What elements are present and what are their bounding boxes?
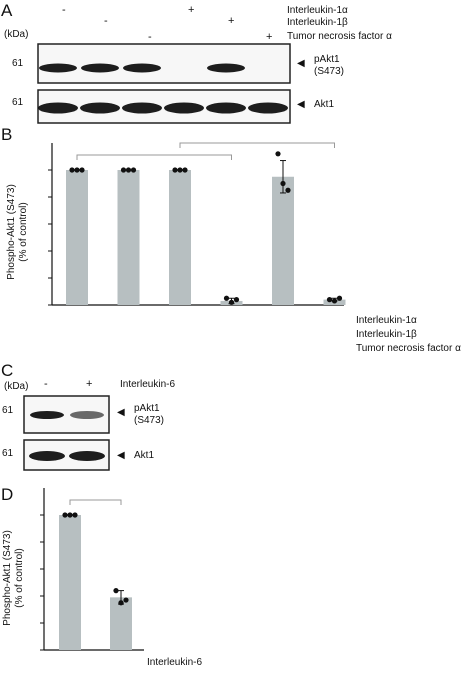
blot-band — [30, 411, 64, 419]
data-point — [280, 180, 286, 187]
data-point — [182, 167, 188, 173]
data-point — [331, 298, 338, 304]
panel-c-sign: - — [44, 378, 48, 390]
panel-a-kda-label: (kDa) — [4, 29, 28, 40]
data-point — [79, 167, 85, 173]
panel-b-ylabel-line: Phospho-Akt1 (S473) — [6, 184, 17, 280]
panel-a-blot-label: Akt1 — [314, 99, 334, 110]
panel-a-sign: - — [104, 15, 108, 27]
data-point — [69, 167, 75, 173]
data-point — [120, 167, 127, 173]
panel-c-blot-label: (S473) — [134, 415, 164, 426]
blot-band — [39, 63, 77, 73]
blot-band — [122, 102, 162, 114]
panel-b-ylabel-line: (% of control) — [18, 202, 29, 261]
blot-band — [29, 451, 65, 461]
data-point — [275, 151, 281, 157]
panel-d-ylabel-line: (% of control) — [14, 548, 25, 607]
panel-c-mw-label: 61 — [2, 405, 14, 416]
panel-a-blot-akt1 — [37, 89, 291, 124]
panel-a-sign: - — [62, 4, 66, 16]
panel-a-mw-label: 61 — [12, 97, 24, 108]
panel-a-mw-label: 61 — [12, 58, 24, 69]
panel-d-ylabel: Phospho-Akt1 (S473) (% of control) — [2, 530, 25, 626]
data-point — [172, 167, 178, 173]
panel-c-blot-label: pAkt1 — [134, 403, 160, 414]
panel-a-sign: + — [266, 31, 272, 43]
panel-a-sign: - — [148, 31, 152, 43]
data-point — [72, 512, 78, 518]
panel-a-blot-label: pAkt1 — [314, 54, 340, 65]
panel-a-bands-akt1 — [38, 102, 288, 114]
data-point — [74, 167, 80, 173]
data-point — [113, 588, 119, 594]
blot-band — [248, 102, 288, 114]
panel-c-bands-pakt1 — [30, 411, 104, 419]
data-point — [125, 167, 132, 173]
panel-d-ylabel-line: Phospho-Akt1 (S473) — [2, 530, 13, 626]
panel-a-sign-rows: - + - + - + — [62, 4, 272, 43]
panel-a-treatment-label: Interleukin-1α — [287, 5, 348, 16]
panel-c-letter: C — [1, 361, 13, 380]
panel-b-treatment-label: Interleukin-1α — [356, 315, 417, 326]
panel-b-treatment-label: Interleukin-1β — [356, 329, 417, 340]
significance-bracket — [69, 499, 122, 505]
significance-bracket — [179, 142, 335, 148]
panel-c-sign: + — [86, 378, 92, 390]
panel-b-chart — [48, 142, 346, 306]
arrow-icon: ◀ — [117, 450, 125, 461]
bar — [117, 170, 140, 305]
blot-band — [38, 102, 78, 114]
arrow-icon: ◀ — [117, 407, 125, 418]
data-point — [336, 295, 343, 301]
data-point — [233, 297, 240, 303]
blot-band — [69, 451, 105, 461]
panel-a-letter: A — [1, 1, 13, 20]
panel-a-treatment-label: Tumor necrosis factor α — [287, 31, 392, 42]
data-point — [285, 187, 291, 193]
panel-a-sign: + — [188, 4, 194, 16]
blot-band — [81, 63, 119, 73]
blot-band — [207, 63, 245, 73]
panel-c-treatment-label: Interleukin-6 — [120, 379, 175, 390]
panel-a-treatment-label: Interleukin-1β — [287, 17, 348, 28]
arrow-icon: ◀ — [297, 99, 305, 110]
panel-b-treatment-label: Tumor necrosis factor α — [356, 343, 461, 354]
data-point — [67, 512, 73, 518]
bar — [66, 170, 88, 305]
data-point — [223, 295, 230, 301]
panel-c-kda-label: (kDa) — [4, 381, 28, 392]
panel-a-blot-pakt1 — [37, 43, 291, 84]
data-point — [228, 299, 235, 305]
data-point — [326, 297, 333, 303]
blot-band — [206, 102, 246, 114]
significance-bracket — [76, 154, 232, 160]
blot-band — [164, 102, 204, 114]
panel-c-mw-label: 61 — [2, 448, 14, 459]
panel-c-blot-label: Akt1 — [134, 450, 154, 461]
data-point — [177, 167, 183, 173]
bar — [110, 597, 132, 650]
panel-c-bands-akt1 — [29, 451, 105, 461]
blot-band — [80, 102, 120, 114]
panel-a-bands-pakt1 — [39, 63, 245, 73]
blot-band — [70, 411, 104, 419]
data-point — [123, 597, 129, 603]
bar — [169, 170, 191, 305]
data-point — [130, 167, 137, 173]
data-point — [62, 512, 68, 518]
panel-d-letter: D — [1, 485, 13, 504]
panel-b-ylabel: Phospho-Akt1 (S473) (% of control) — [6, 184, 29, 280]
bar — [59, 515, 81, 650]
panel-b-letter: B — [1, 125, 12, 144]
panel-a-sign: + — [228, 15, 234, 27]
panel-d-chart — [40, 488, 144, 651]
blot-band — [123, 63, 161, 73]
bar — [272, 176, 294, 305]
panel-a-blot-label: (S473) — [314, 66, 344, 77]
panel-d-treatment-label: Interleukin-6 — [147, 657, 202, 668]
data-point — [118, 600, 124, 606]
arrow-icon: ◀ — [297, 58, 305, 69]
